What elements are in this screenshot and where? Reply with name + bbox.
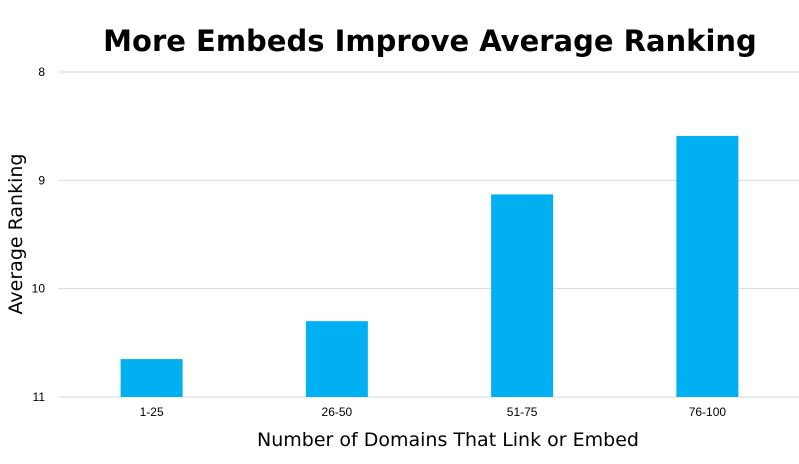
y-tick-label: 8 [38, 65, 45, 79]
bar-26-50 [305, 321, 368, 397]
y-axis-ticks: 8 9 10 11 [32, 65, 46, 404]
x-tick-label: 26-50 [322, 405, 353, 419]
bar-1-25 [120, 359, 183, 397]
x-axis-ticks: 1-25 26-50 51-75 76-100 [140, 405, 727, 419]
x-axis-title: Number of Domains That Link or Embed [257, 429, 639, 451]
y-tick-label: 9 [38, 173, 45, 187]
x-tick-label: 51-75 [507, 405, 538, 419]
bars [120, 135, 739, 397]
y-tick-label: 10 [32, 282, 46, 296]
x-tick-label: 76-100 [689, 405, 727, 419]
y-tick-label: 11 [33, 390, 46, 404]
chart-title: More Embeds Improve Average Ranking [103, 24, 757, 58]
bar-76-100 [676, 135, 739, 397]
bar-51-75 [491, 194, 554, 397]
y-axis-title: Average Ranking [5, 154, 27, 315]
x-tick-label: 1-25 [140, 405, 164, 419]
